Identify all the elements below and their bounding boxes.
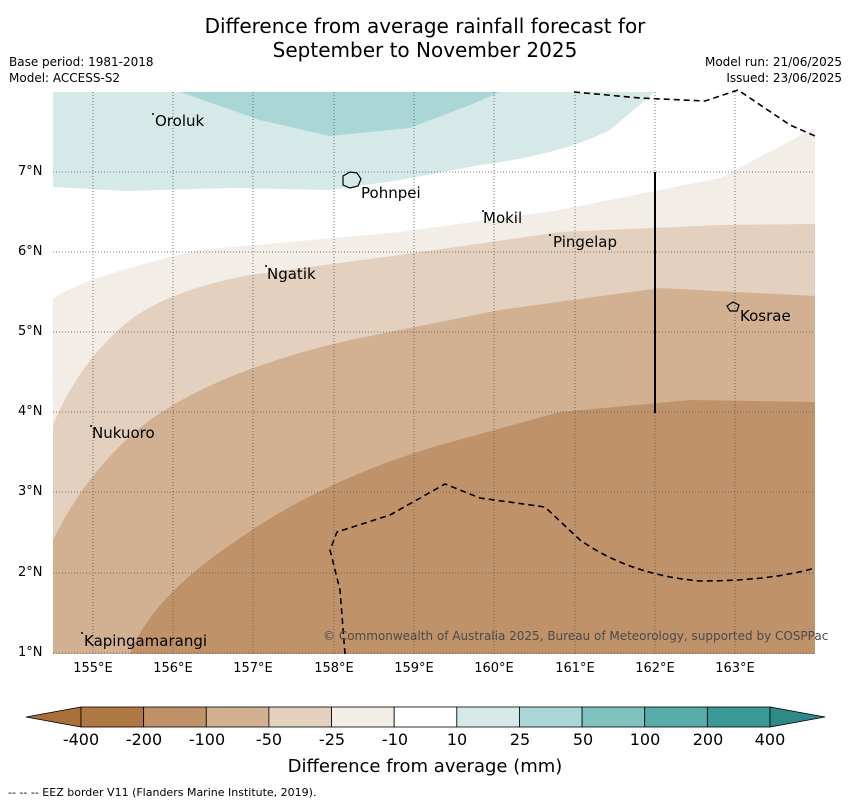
title-line-2: September to November 2025 [272,38,578,62]
title-line-1: Difference from average rainfall forecas… [204,14,646,38]
meta-left: Base period: 1981-2018 Model: ACCESS-S2 [9,54,154,86]
lat-label-6n: 6°N [18,244,43,259]
place-mokil: Mokil [483,209,523,227]
lon-label-160e: 160°E [474,661,514,676]
lon-label-157e: 157°E [233,661,273,676]
colorbar-box [581,706,646,728]
place-pingelap: Pingelap [553,233,618,251]
colorbar-box [706,706,771,728]
lat-label-7n: 7°N [18,164,43,179]
model-run-text: Model run: 21/06/2025 [704,55,842,69]
pingelap-dot [549,234,551,236]
colorbar [25,706,826,728]
colorbar-tick-11: 200 [692,730,724,749]
colorbar-tick-5: -25 [318,730,346,749]
colorbar-tick-4: -50 [255,730,283,749]
lat-label-5n: 5°N [18,324,43,339]
band-25-50 [180,92,500,136]
colorbar-box [331,706,395,728]
colorbar-tick-3: -100 [188,730,226,749]
colorbar-tick-9: 50 [572,730,594,749]
colorbar-triangle-low [25,706,82,728]
map-title: Difference from average rainfall forecas… [0,14,850,62]
lon-label-163e: 163°E [715,661,755,676]
colorbar-box [456,706,520,728]
place-kapingamarangi: Kapingamarangi [84,632,208,650]
colorbar-tick-2: -200 [125,730,163,749]
lon-label-158e: 158°E [314,661,354,676]
colorbar-triangle-high [769,706,826,728]
band-minus100-minus200 [130,400,815,654]
issued-text: Issued: 23/06/2025 [726,71,842,85]
colorbar-title: Difference from average (mm) [287,756,563,777]
rainfall-field [53,92,815,654]
colorbar-box [80,706,145,728]
lat-label-2n: 2°N [18,565,43,580]
lon-label-162e: 162°E [635,661,675,676]
ngatik-dot [265,265,267,267]
band-10-25 [53,92,655,191]
meta-right: Model run: 21/06/2025 Issued: 23/06/2025 [705,54,842,86]
lat-label-1n: 1°N [18,645,43,660]
colorbar-tick-10: 100 [629,730,661,749]
lon-label-161e: 161°E [555,661,595,676]
kapingamarangi-dot [81,632,83,634]
lon-label-155e: 155°E [73,661,113,676]
mokil-dot [482,210,484,212]
colorbar-box [519,706,583,728]
colorbar-box [644,706,708,728]
place-kosrae: Kosrae [740,307,791,325]
lon-label-159e: 159°E [394,661,434,676]
pohnpei-island-shape [342,171,362,189]
lat-label-4n: 4°N [18,404,43,419]
atoll-dots [81,113,551,634]
kosrae-island-shape [726,301,740,312]
base-period-text: Base period: 1981-2018 [9,55,154,69]
colorbar-box [393,706,458,728]
nukuoro-dot [90,425,92,427]
lon-label-156e: 156°E [153,661,193,676]
colorbar-tick-12: 400 [754,730,786,749]
colorbar-tick-8: 25 [509,730,531,749]
place-nukuoro: Nukuoro [92,424,155,442]
copyright-credit: © Commonwealth of Australia 2025, Bureau… [323,629,829,643]
colorbar-tick-1: -400 [62,730,100,749]
lat-label-3n: 3°N [18,484,43,499]
place-ngatik: Ngatik [267,265,316,283]
colorbar-box [268,706,332,728]
colorbar-tick-6: -10 [381,730,409,749]
place-pohnpei: Pohnpei [361,184,421,202]
colorbar-box [205,706,270,728]
colorbar-tick-7: 10 [446,730,468,749]
oroluk-dot [152,113,154,115]
colorbar-box [143,706,207,728]
eez-legend-note: -- -- -- EEZ border V11 (Flanders Marine… [8,786,317,799]
graticule [53,92,815,654]
eez-border [329,89,816,655]
model-text: Model: ACCESS-S2 [9,71,121,85]
place-oroluk: Oroluk [155,112,205,130]
